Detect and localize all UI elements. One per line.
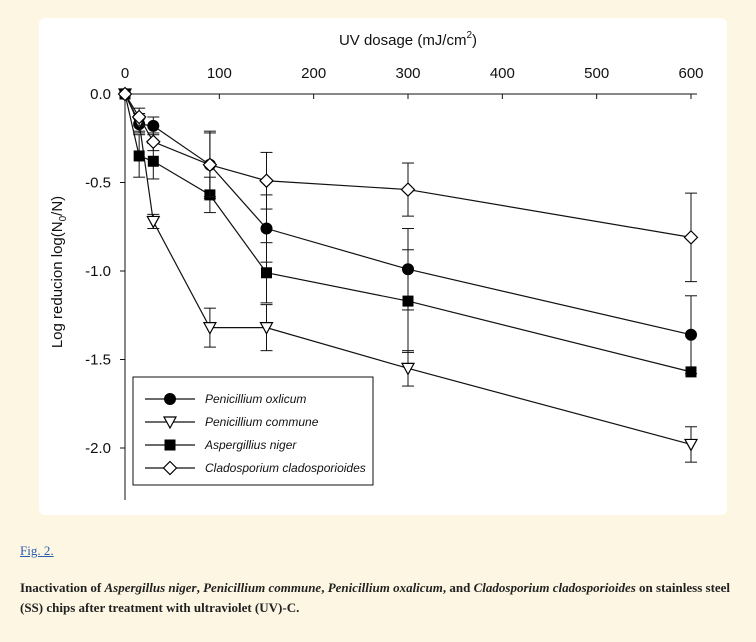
y-axis-label: Log reducion log(N0/N) (49, 196, 69, 348)
data-point (685, 328, 697, 341)
data-point (147, 119, 160, 132)
data-point (685, 366, 697, 378)
legend-label: Aspergillius niger (204, 438, 297, 452)
data-point (117, 86, 133, 102)
data-point (145, 134, 161, 150)
x-axis-label-close: ) (472, 32, 477, 49)
chart-svg: 0 100 200 300 400 500 600 0.0 -0.5 -1.0 -1.5 -2.0 UV… (49, 30, 704, 500)
data-point (683, 438, 699, 452)
y-tick-label: -1.5 (85, 352, 111, 369)
x-tick-label: 600 (678, 65, 703, 82)
legend-marker (164, 439, 176, 451)
legend-marker (162, 416, 178, 430)
data-point (400, 362, 416, 376)
legend-marker (164, 393, 176, 405)
caption-text: , and (442, 580, 474, 595)
y-tick-label: 0.0 (90, 86, 111, 103)
data-point (402, 295, 414, 307)
legend-marker (162, 460, 178, 476)
data-point (261, 267, 272, 279)
x-tick-label: 0 (121, 65, 129, 82)
chart-card: 0 100 200 300 400 500 600 0.0 -0.5 -1.0 -1.5 -2.0 UV… (39, 18, 727, 515)
data-point (260, 222, 273, 235)
caption-species-name: Cladosporium cladosporioides (473, 580, 636, 595)
x-tick-label: 300 (395, 65, 420, 82)
data-point (202, 322, 217, 335)
x-axis-label: UV dosage (mJ/cm2) (339, 30, 477, 49)
data-point (146, 215, 161, 229)
caption-species-name: Penicillium commune (203, 580, 322, 595)
x-tick-label: 200 (301, 65, 326, 82)
data-point (202, 157, 218, 173)
figure-caption: Inactivation of Aspergillus niger, Penic… (20, 578, 735, 618)
data-point (133, 150, 145, 162)
caption-text: on stainless steel (SS) chips after trea… (20, 580, 731, 615)
series-layer (117, 86, 699, 463)
legend-label: Cladosporium cladosporioides (205, 461, 366, 475)
x-tick-label: 100 (207, 65, 232, 82)
y-axis-label-sub: 0 (58, 215, 69, 221)
figure-link[interactable]: Fig. 2. (20, 543, 54, 558)
y-tick-label: -2.0 (85, 440, 111, 457)
y-tick-label: -1.0 (85, 263, 111, 280)
legend: Penicillium oxlicum Penicillium commune As… (132, 376, 374, 486)
series-3 (117, 86, 699, 283)
caption-species-name: Penicillium oxalicum (327, 580, 443, 595)
axes-layer: 0 100 200 300 400 500 600 0.0 -0.5 -1.0 -1.5 -2.0 UV… (49, 30, 704, 500)
data-point (683, 230, 699, 245)
x-tick-label: 500 (584, 65, 609, 82)
data-point (147, 155, 159, 167)
y-axis-label-main: Log reducion log(N (49, 221, 66, 348)
x-tick-label: 400 (490, 65, 515, 82)
y-axis-label-close: /N) (49, 196, 66, 216)
caption-text: , (196, 580, 204, 595)
data-point (259, 173, 274, 189)
data-point (400, 182, 416, 197)
data-point (259, 322, 274, 335)
y-tick-label: -0.5 (85, 175, 111, 192)
x-axis-label-sup: 2 (466, 30, 472, 41)
caption-species-name: Aspergillus niger (104, 580, 197, 595)
x-axis-label-main: UV dosage (mJ/cm (339, 32, 467, 49)
legend-label: Penicillium commune (205, 415, 319, 429)
caption-text: , (321, 580, 328, 595)
caption-text: Inactivation of (20, 580, 105, 595)
data-point (131, 109, 147, 125)
legend-label: Penicillium oxlicum (205, 392, 306, 406)
